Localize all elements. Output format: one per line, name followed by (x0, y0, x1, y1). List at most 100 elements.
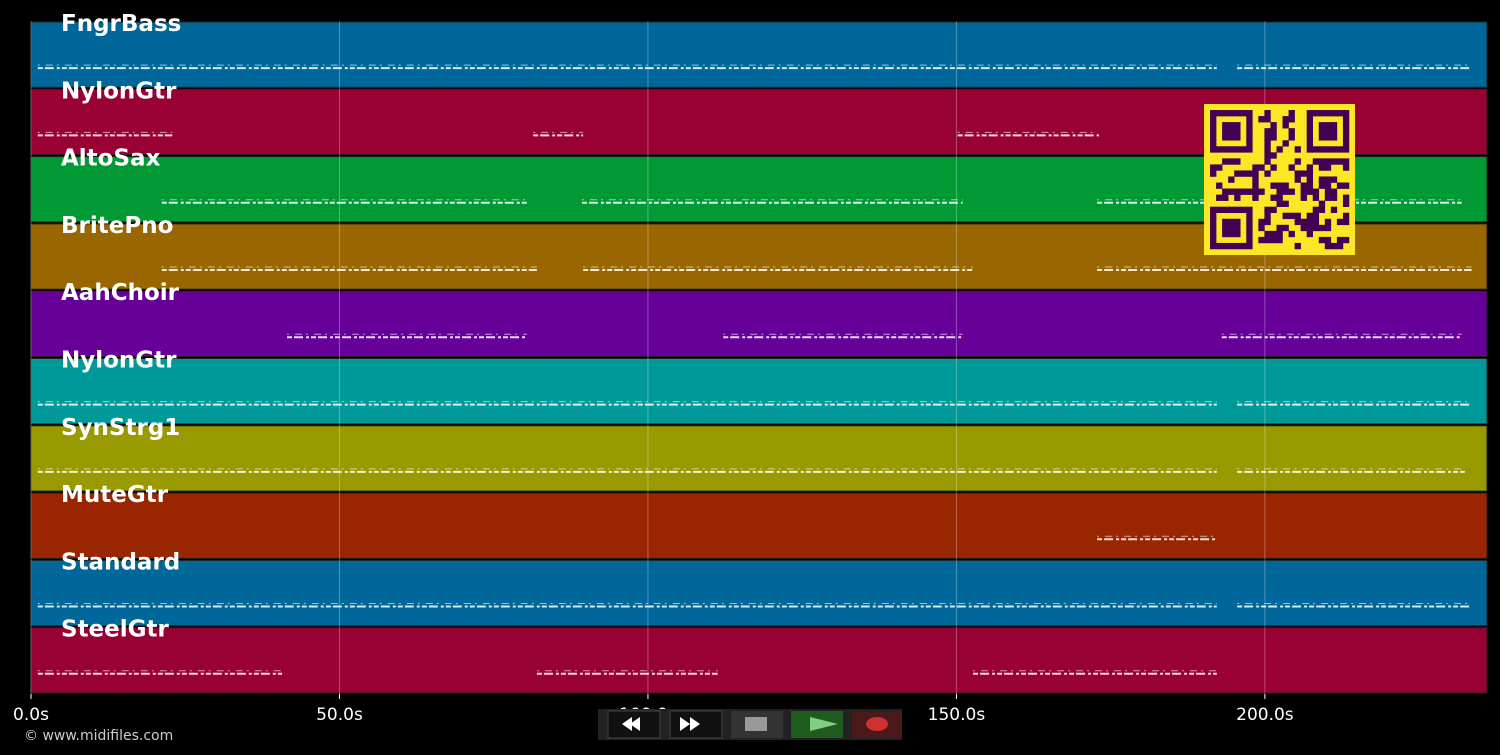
note-run (37, 401, 1217, 406)
qr-cell (1264, 116, 1271, 123)
qr-cell (1216, 110, 1223, 117)
qr-cell (1312, 206, 1320, 214)
qr-cell (1324, 164, 1332, 171)
qr-cell (1324, 134, 1332, 141)
note-run (533, 131, 584, 137)
play-button[interactable] (791, 711, 843, 738)
qr-cell (1306, 218, 1314, 226)
qr-cell (1234, 170, 1241, 177)
qr-cell (1294, 212, 1301, 220)
qr-cell (1324, 128, 1332, 135)
qr-cell (1336, 182, 1344, 189)
x-tick-label: 200.0s (1236, 705, 1294, 725)
x-tick-label: 50.0s (316, 705, 363, 725)
qr-cell (1300, 182, 1307, 189)
qr-cell (1246, 110, 1253, 117)
note-run (1237, 64, 1472, 70)
qr-cell (1330, 122, 1338, 129)
qr-cell (1240, 170, 1247, 177)
qr-cell (1264, 230, 1271, 238)
qr-cell (1288, 212, 1295, 220)
qr-cell (1324, 182, 1332, 189)
qr-cell (1210, 206, 1217, 214)
qr-cell (1210, 134, 1217, 141)
forward-button[interactable] (669, 710, 723, 739)
qr-cell (1336, 242, 1344, 250)
track-lane (30, 492, 1488, 559)
qr-cell (1252, 164, 1259, 171)
qr-code (1204, 104, 1355, 255)
qr-cell (1240, 188, 1247, 195)
qr-cell (1318, 110, 1326, 117)
qr-cell (1318, 134, 1326, 141)
qr-cell (1246, 230, 1253, 238)
qr-cell (1342, 194, 1350, 201)
qr-cell (1264, 236, 1271, 244)
qr-cell (1264, 218, 1271, 226)
qr-cell (1282, 224, 1289, 232)
rewind-button[interactable] (607, 710, 661, 739)
qr-cell (1276, 230, 1283, 238)
controls (598, 709, 902, 740)
qr-cell (1264, 158, 1271, 165)
qr-cell (1252, 194, 1259, 201)
grid (30, 21, 1266, 694)
qr-cell (1210, 236, 1217, 244)
qr-cell (1264, 170, 1271, 177)
qr-cell (1246, 212, 1253, 220)
qr-cell (1264, 152, 1271, 159)
qr-cell (1288, 128, 1295, 135)
qr-cell (1276, 200, 1283, 207)
qr-cell (1222, 122, 1229, 129)
note-run (583, 266, 974, 272)
qr-cell (1300, 188, 1307, 195)
track-lane (30, 358, 1488, 425)
x-tick-label: 0.0s (13, 705, 49, 725)
qr-cell (1312, 212, 1320, 220)
qr-cell (1222, 224, 1229, 232)
qr-cell (1306, 122, 1314, 129)
qr-cell (1342, 164, 1350, 171)
qr-cell (1288, 110, 1295, 117)
qr-cell (1282, 188, 1289, 195)
record-button[interactable] (852, 711, 902, 738)
qr-cell (1330, 128, 1338, 135)
qr-cell (1246, 242, 1253, 250)
qr-cell (1246, 218, 1253, 226)
qr-cell (1234, 158, 1241, 165)
note-run (1237, 468, 1465, 473)
qr-cell (1282, 200, 1289, 207)
qr-cell (1228, 206, 1235, 214)
qr-cell (1246, 224, 1253, 232)
qr-cell (1246, 134, 1253, 141)
qr-cell (1258, 236, 1265, 244)
qr-cell (1222, 206, 1229, 214)
qr-cell (1258, 116, 1265, 123)
qr-cell (1234, 194, 1241, 201)
qr-cell (1222, 194, 1229, 201)
qr-cell (1234, 218, 1241, 226)
qr-cell (1294, 158, 1301, 165)
qr-cell (1330, 194, 1338, 201)
qr-cell (1228, 158, 1235, 165)
qr-cell (1258, 188, 1265, 195)
qr-cell (1312, 146, 1320, 153)
note-run (1221, 333, 1462, 339)
qr-cell (1324, 158, 1332, 165)
note-run (536, 670, 718, 675)
x-tick-label: 150.0s (928, 705, 986, 725)
stop-button[interactable] (731, 711, 783, 738)
qr-cell (1222, 146, 1229, 153)
copyright: © www.midifiles.com (24, 728, 173, 744)
qr-cell (1240, 110, 1247, 117)
qr-cell (1210, 140, 1217, 147)
qr-cell (1330, 158, 1338, 165)
qr-cell (1234, 128, 1241, 135)
qr-cell (1306, 128, 1314, 135)
qr-cell (1246, 146, 1253, 153)
qr-cell (1288, 230, 1295, 238)
qr-cell (1306, 176, 1314, 183)
qr-cell (1306, 224, 1314, 232)
qr-cell (1342, 236, 1350, 244)
